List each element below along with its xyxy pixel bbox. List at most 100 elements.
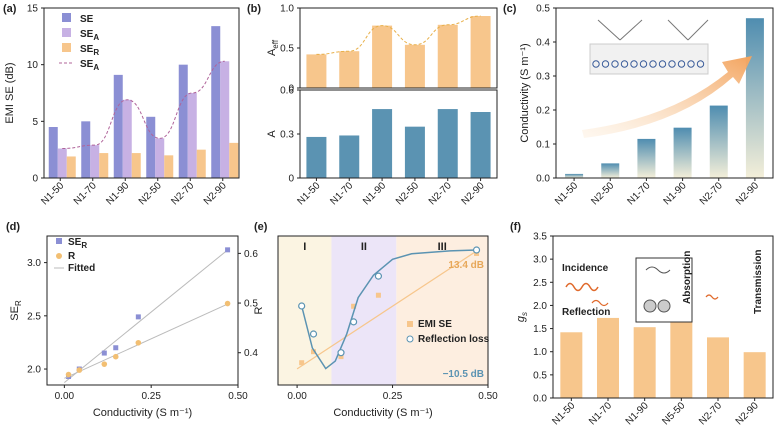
panel-label-e: (e) [254, 221, 268, 233]
y-tick-label: 0.4 [536, 38, 550, 49]
x-tick-label: 0.25 [141, 391, 161, 402]
inset-path [645, 266, 671, 274]
x-tick-label: 0.00 [55, 391, 75, 402]
bar-se-a [57, 148, 67, 178]
x-tick-label: N1-70 [587, 400, 614, 426]
point-se-r [101, 350, 107, 356]
x-tick-label: 0.50 [228, 391, 248, 402]
point-se-r [225, 247, 231, 253]
bar-se-a [122, 99, 132, 178]
inset-label-reflection: Reflection [562, 307, 610, 318]
bar-conductivity [745, 18, 764, 179]
axes-frame [46, 235, 239, 386]
y2-tick-label: 0.6 [244, 249, 258, 260]
point-r [101, 361, 108, 367]
y-tick-label: 2.5 [27, 311, 41, 322]
bar-se [113, 74, 123, 178]
bar-conductivity [673, 127, 692, 178]
legend-swatch [56, 253, 62, 259]
point-r [135, 339, 142, 346]
y-axis-label: gs [515, 312, 529, 322]
legend-label: Fitted [68, 263, 95, 274]
x-tick-label: N1-90 [361, 180, 388, 207]
y-tick-label: 2.0 [533, 301, 547, 312]
bar-se [48, 127, 58, 178]
y2-axis-label: R [253, 306, 265, 314]
y-tick-label: 10 [27, 60, 39, 71]
bar-a [306, 136, 327, 178]
wave-transmitted [705, 294, 719, 300]
y-tick-label: 15 [27, 4, 39, 15]
bar-conductivity [709, 105, 728, 178]
curve-reflection-loss [300, 249, 477, 370]
bar-se-a [155, 138, 165, 178]
y-tick-label: 0.5 [536, 4, 550, 15]
y-tick-label: 0.6 [280, 86, 294, 97]
legend-label: SEA [80, 59, 99, 72]
bar-aeff [404, 44, 425, 88]
bar-gs [707, 337, 729, 398]
fiber-ring [696, 60, 705, 68]
fit-line [64, 303, 228, 379]
y-tick-label: 0 [288, 174, 294, 185]
x-tick-label: N1-50 [550, 400, 577, 426]
inset-label-transmission: Transmission [753, 250, 764, 314]
y-axis-label: Aeff [266, 39, 280, 56]
fiber-ring [668, 60, 676, 68]
bar-gs [560, 332, 583, 398]
y-tick-label: 0 [32, 174, 38, 185]
y-tick-label: 2.0 [27, 365, 41, 376]
y-tick-label: 0.2 [536, 106, 550, 117]
point-se-r [135, 314, 141, 320]
inset-particle [657, 299, 671, 313]
bar-conductivity [637, 138, 656, 178]
panel-label-c: (c) [503, 3, 517, 15]
bar-a [404, 126, 425, 178]
axes-frame [277, 235, 489, 386]
point-emi-se [338, 354, 344, 360]
y-tick-label: 0.3 [536, 72, 550, 83]
legend-label: R [68, 251, 76, 262]
y-axis-label: Conductivity (S m⁻¹) [519, 43, 531, 142]
point-emi-se [351, 303, 357, 309]
y-tick-label: 0.1 [536, 140, 550, 151]
panel-label-d: (d) [6, 221, 20, 233]
legend-swatch [62, 43, 71, 52]
axes-frame [552, 235, 774, 399]
bar-a [437, 109, 458, 178]
bar-aeff [372, 25, 393, 89]
wave-arrow [619, 19, 643, 41]
bar-se-r [131, 153, 141, 178]
legend-swatch [62, 13, 71, 22]
panel-label-f: (f) [510, 221, 521, 233]
y-tick-label: 0.3 [280, 130, 294, 141]
point-reflection-loss [298, 302, 306, 310]
point-r [76, 367, 83, 373]
inset-label-incidence: Incidence [562, 263, 609, 274]
legend-swatch [406, 335, 414, 343]
point-emi-se [311, 349, 317, 355]
region-label: II [361, 241, 367, 253]
trend-line-se-a [62, 60, 225, 150]
point-r [224, 300, 231, 307]
region-band [396, 236, 488, 385]
bar-conductivity [565, 173, 584, 178]
point-r [112, 353, 119, 360]
bar-gs [597, 317, 619, 398]
x-tick-label: N2-50 [394, 180, 421, 207]
fiber-ring [687, 60, 695, 68]
wave-incident [565, 282, 599, 292]
x-axis-label: Conductivity (S m⁻¹) [93, 407, 192, 419]
x-tick-label: N2-50 [589, 180, 616, 207]
point-reflection-loss [337, 349, 345, 357]
bar-gs [743, 352, 766, 398]
fiber-ring [677, 60, 686, 68]
bar-aeff [306, 54, 327, 88]
bar-se [81, 121, 91, 178]
x-tick-label: 0.00 [287, 391, 307, 402]
legend-swatch [407, 321, 413, 327]
trend-line-aeff [316, 15, 481, 55]
bar-a [339, 135, 360, 178]
y-tick-label: 0.5 [533, 370, 547, 381]
